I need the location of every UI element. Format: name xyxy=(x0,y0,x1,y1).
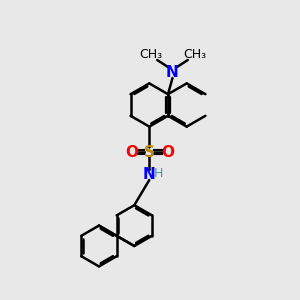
Text: CH₃: CH₃ xyxy=(139,48,162,61)
Text: O: O xyxy=(161,145,174,160)
Text: H: H xyxy=(154,167,164,180)
Text: CH₃: CH₃ xyxy=(183,48,206,61)
Text: N: N xyxy=(143,167,156,182)
Text: S: S xyxy=(144,145,155,160)
Text: O: O xyxy=(125,145,138,160)
Text: N: N xyxy=(166,65,179,80)
